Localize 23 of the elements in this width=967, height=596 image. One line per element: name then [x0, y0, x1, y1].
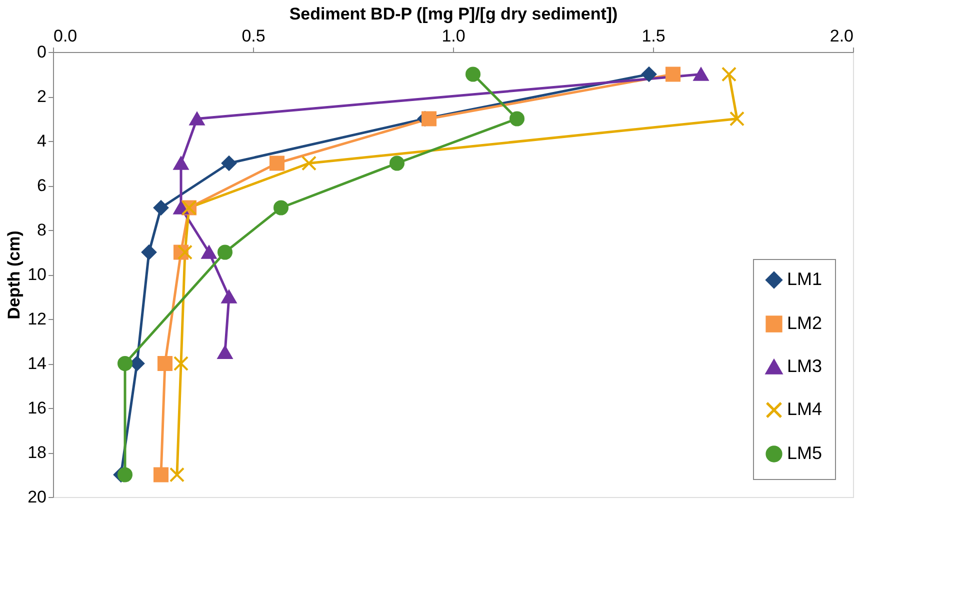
y-tick-label: 20 [28, 488, 46, 506]
legend-label: LM3 [787, 356, 822, 376]
x-tick-label: 0.5 [242, 26, 266, 46]
x-tick-label: 1.0 [442, 26, 466, 46]
y-tick-label: 16 [28, 398, 46, 418]
legend-label: LM5 [787, 443, 822, 463]
y-tick-label: 8 [37, 220, 46, 240]
legend-label: LM4 [787, 399, 822, 419]
legend-label: LM1 [787, 269, 822, 289]
y-tick-label: 14 [28, 354, 46, 373]
y-tick-label: 4 [37, 132, 46, 150]
y-tick-label: 2 [37, 87, 46, 106]
y-tick-label: 0 [37, 42, 46, 62]
y-tick-label: 10 [28, 265, 46, 284]
y-tick-label: 6 [37, 176, 46, 195]
y-tick-label: 12 [28, 310, 46, 328]
y-tick-label: 18 [28, 443, 46, 462]
legend-label: LM2 [787, 313, 822, 333]
x-tick-label: 0.0 [54, 26, 78, 46]
y-axis-title: Depth (cm) [4, 230, 24, 320]
x-tick-label: 2.0 [830, 26, 854, 46]
x-tick-label: 1.5 [642, 26, 666, 46]
x-axis-title: Sediment BD-P ([mg P]/[g dry sediment]) [289, 4, 618, 24]
